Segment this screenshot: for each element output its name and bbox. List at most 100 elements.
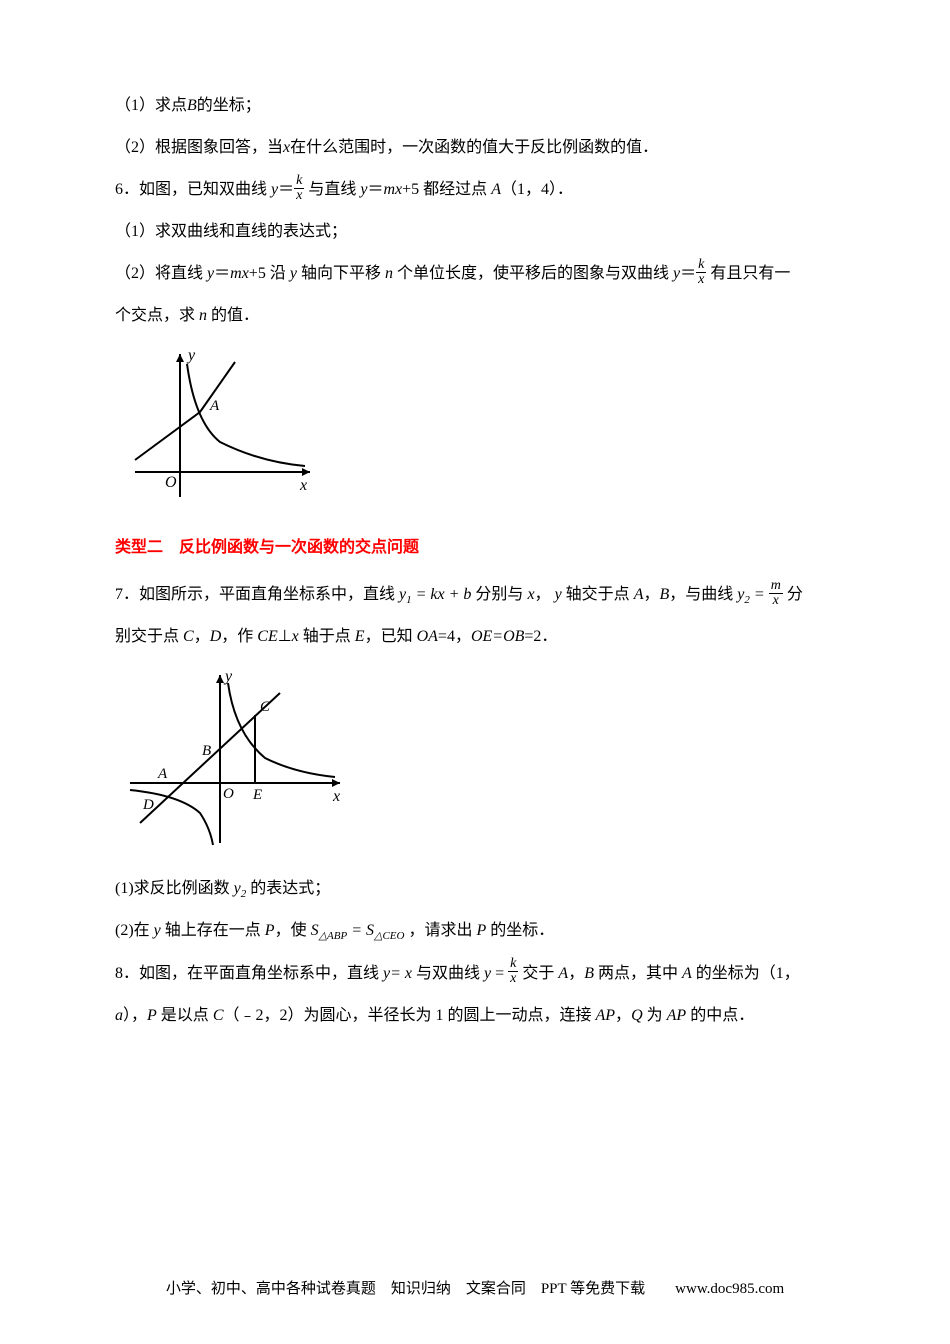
var-d: D (210, 628, 222, 645)
eq: = (347, 922, 366, 939)
text: (2)在 (115, 922, 150, 939)
text: +5 沿 (249, 265, 290, 282)
text: ，与曲线 (669, 586, 733, 603)
var-oa: OA (417, 628, 438, 645)
expr-y1: y1 = kx + b (399, 586, 471, 603)
graph-svg: O x y A (125, 342, 325, 512)
var-mx: mx (230, 265, 249, 282)
svg-text:A: A (157, 766, 168, 782)
text: =2． (524, 628, 557, 645)
fraction-k-x: kx (508, 957, 518, 986)
var-ap: AP (667, 1007, 687, 1024)
text: 轴向下平移 (297, 265, 385, 282)
svg-text:D: D (142, 797, 154, 813)
text: ， (568, 965, 584, 982)
text: ， (194, 628, 210, 645)
text: 在什么范围时，一次函数的值大于反比例函数的值． (290, 139, 658, 156)
var-c: C (213, 1007, 224, 1024)
var-y: y (290, 265, 297, 282)
text: 别交于点 (115, 628, 183, 645)
text: 为 (643, 1007, 667, 1024)
var-y: y (673, 265, 680, 282)
sub-2: 2 (241, 888, 247, 900)
svg-text:C: C (260, 699, 271, 715)
var-y: y (234, 880, 241, 897)
q8-line2: a），P 是以点 C（﹣2，2）为圆心，半径长为 1 的圆上一动点，连接 AP，… (115, 1000, 835, 1032)
var-p: P (147, 1007, 157, 1024)
numerator: k (508, 957, 518, 972)
q8-line1: 8．如图，在平面直角坐标系中，直线 y= x 与双曲线 y = kx 交于 A，… (115, 958, 835, 990)
expr: = kx + b (412, 586, 472, 603)
section-title-2: 类型二 反比例函数与一次函数的交点问题 (115, 532, 835, 564)
text: （﹣2，2）为圆心，半径长为 1 的圆上一动点，连接 (223, 1007, 595, 1024)
page: （1）求点B的坐标； （2）根据图象回答，当x在什么范围时，一次函数的值大于反比… (0, 0, 950, 1344)
text: ）， (123, 1007, 147, 1024)
var-a: A (558, 965, 568, 982)
var-oe-ob: OE=OB (471, 628, 524, 645)
var-a: A (491, 181, 501, 198)
q7-part1: (1)求反比例函数 y2 的表达式； (115, 873, 835, 905)
q7-stem-line1: 7．如图所示，平面直角坐标系中，直线 y1 = kx + b 分别与 x， y … (115, 579, 835, 611)
text: 有且只有一 (706, 265, 790, 282)
var-y: y (154, 922, 161, 939)
text: 交于 (522, 965, 558, 982)
var-a: A (634, 586, 644, 603)
text: 7．如图所示，平面直角坐标系中，直线 (115, 586, 395, 603)
text: ， (615, 1007, 631, 1024)
graph-svg-2: y x O A B C E D (125, 663, 355, 853)
text: 的中点． (686, 1007, 754, 1024)
q6-part2-line2: 个交点，求 n 的值． (115, 300, 835, 332)
text: 个交点，求 (115, 307, 199, 324)
var-n: n (385, 265, 393, 282)
text: 的表达式； (250, 880, 330, 897)
denominator: x (769, 594, 783, 608)
fraction-k-x: kx (696, 258, 706, 287)
text: ＝ (680, 265, 696, 282)
text: （2）将直线 (115, 265, 207, 282)
text: ， (643, 586, 659, 603)
text: （2）根据图象回答，当 (115, 139, 283, 156)
text: 与直线 (304, 181, 360, 198)
text: 轴于点 (299, 628, 355, 645)
text: 是以点 (157, 1007, 213, 1024)
page-footer: 小学、初中、高中各种试卷真题 知识归纳 文案合同 PPT 等免费下载 www.d… (0, 1274, 950, 1304)
text: （1）求双曲线和直线的表达式； (115, 223, 347, 240)
denominator: x (696, 273, 706, 287)
numerator: k (294, 174, 304, 189)
text: =4， (438, 628, 471, 645)
var-x: x (292, 628, 299, 645)
var-p: P (265, 922, 275, 939)
text: 两点，其中 (594, 965, 682, 982)
denominator: x (294, 189, 304, 203)
numerator: m (769, 579, 783, 594)
expr-y2: y2 (234, 880, 247, 897)
q5-part1: （1）求点B的坐标； (115, 90, 835, 122)
y-axis-label: y (186, 347, 196, 364)
q5-part2: （2）根据图象回答，当x在什么范围时，一次函数的值大于反比例函数的值． (115, 132, 835, 164)
text: ，已知 (365, 628, 417, 645)
q6-stem: 6．如图，已知双曲线 y＝kx 与直线 y＝mx+5 都经过点 A（1，4）． (115, 174, 835, 206)
point-a-label: A (209, 398, 220, 414)
perp: ⊥ (278, 628, 292, 645)
text: ＝ (214, 265, 230, 282)
var-x: x (527, 586, 534, 603)
var-b: B (187, 97, 197, 114)
svg-text:E: E (252, 787, 262, 803)
text: ＝ (367, 181, 383, 198)
q6-part2-line1: （2）将直线 y＝mx+5 沿 y 轴向下平移 n 个单位长度，使平移后的图象与… (115, 258, 835, 290)
var-p: P (477, 922, 487, 939)
text: 与双曲线 (412, 965, 480, 982)
var-b: B (584, 965, 594, 982)
var-s: S (366, 922, 374, 939)
text: 个单位长度，使平移后的图象与双曲线 (393, 265, 673, 282)
origin-label: O (165, 474, 177, 491)
var-ce: CE (257, 628, 277, 645)
x-axis-label: x (299, 477, 307, 494)
fraction-k-x: kx (294, 174, 304, 203)
text: ＝ (278, 181, 294, 198)
var-mx: mx (384, 181, 403, 198)
var-y: y (484, 965, 491, 982)
var-e: E (355, 628, 365, 645)
q7-part2: (2)在 y 轴上存在一点 P，使 S△ABP = S△CEO ，请求出 P 的… (115, 915, 835, 947)
text: 8．如图，在平面直角坐标系中，直线 (115, 965, 383, 982)
